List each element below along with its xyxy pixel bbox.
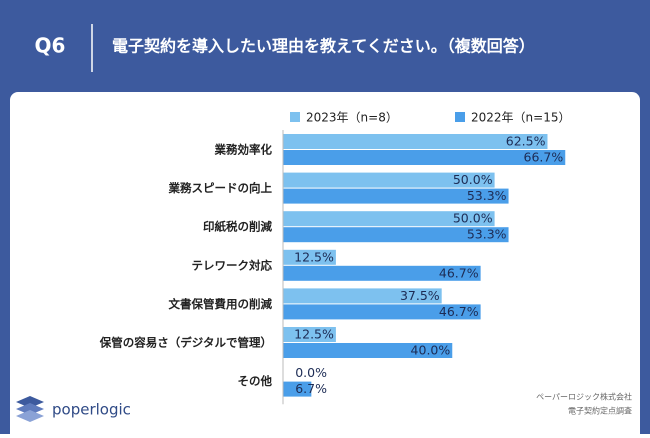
bar	[283, 249, 336, 265]
bar	[283, 211, 495, 227]
category-label: 保管の容易さ（デジタルで管理）	[99, 336, 272, 350]
value-label: 46.7%	[439, 265, 479, 280]
survey: 電子契約定点調査	[568, 406, 632, 416]
logo: poperlogic	[16, 396, 131, 422]
value-label: 66.7%	[524, 150, 564, 165]
value-label: 37.5%	[400, 288, 440, 303]
legend-swatch	[455, 112, 465, 122]
category-label: 業務効率化	[214, 143, 273, 157]
bar	[283, 188, 509, 204]
logo-icon	[16, 396, 44, 408]
bar	[283, 343, 453, 358]
bar	[283, 227, 509, 243]
category-label: 業務スピードの向上	[168, 181, 273, 195]
value-label: 12.5%	[294, 249, 334, 264]
bar	[283, 265, 481, 281]
bar	[283, 134, 548, 149]
plot: 2023年（n=8） 2022年（n=15） 業務効率化 62.5%66.7% 業務スピ…	[99, 111, 570, 405]
value-label: 50.0%	[453, 172, 493, 187]
bar	[283, 288, 442, 304]
bar	[283, 172, 495, 188]
bar	[283, 304, 481, 320]
value-label: 0.0%	[295, 365, 327, 380]
value-label: 46.7%	[439, 304, 479, 319]
bar	[283, 381, 312, 397]
legend-label: 2022年（n=15）	[471, 111, 570, 125]
question-number: Q6	[35, 34, 66, 58]
company: ペーパーロジック株式会社	[536, 392, 632, 402]
legend-label: 2023年（n=8）	[306, 111, 398, 125]
logo-text: poperlogic	[52, 401, 131, 419]
value-label: 50.0%	[453, 211, 493, 226]
bar	[283, 150, 566, 165]
legend-swatch	[290, 112, 300, 122]
value-label: 12.5%	[294, 327, 334, 342]
bar	[283, 327, 336, 342]
logo-icon	[16, 410, 44, 422]
category-label: テレワーク対応	[192, 258, 273, 272]
value-label: 62.5%	[506, 134, 546, 149]
logo-icon	[16, 403, 44, 415]
value-label: 40.0%	[411, 343, 451, 358]
category-label: 文書保管費用の削減	[169, 297, 273, 311]
category-label: 印紙税の削減	[203, 220, 272, 234]
value-label: 6.7%	[295, 381, 327, 396]
category-label: その他	[238, 374, 273, 388]
title: 電子契約を導入したい理由を教えてください。（複数回答）	[112, 37, 535, 56]
value-label: 53.3%	[467, 227, 507, 242]
value-label: 53.3%	[467, 188, 507, 203]
